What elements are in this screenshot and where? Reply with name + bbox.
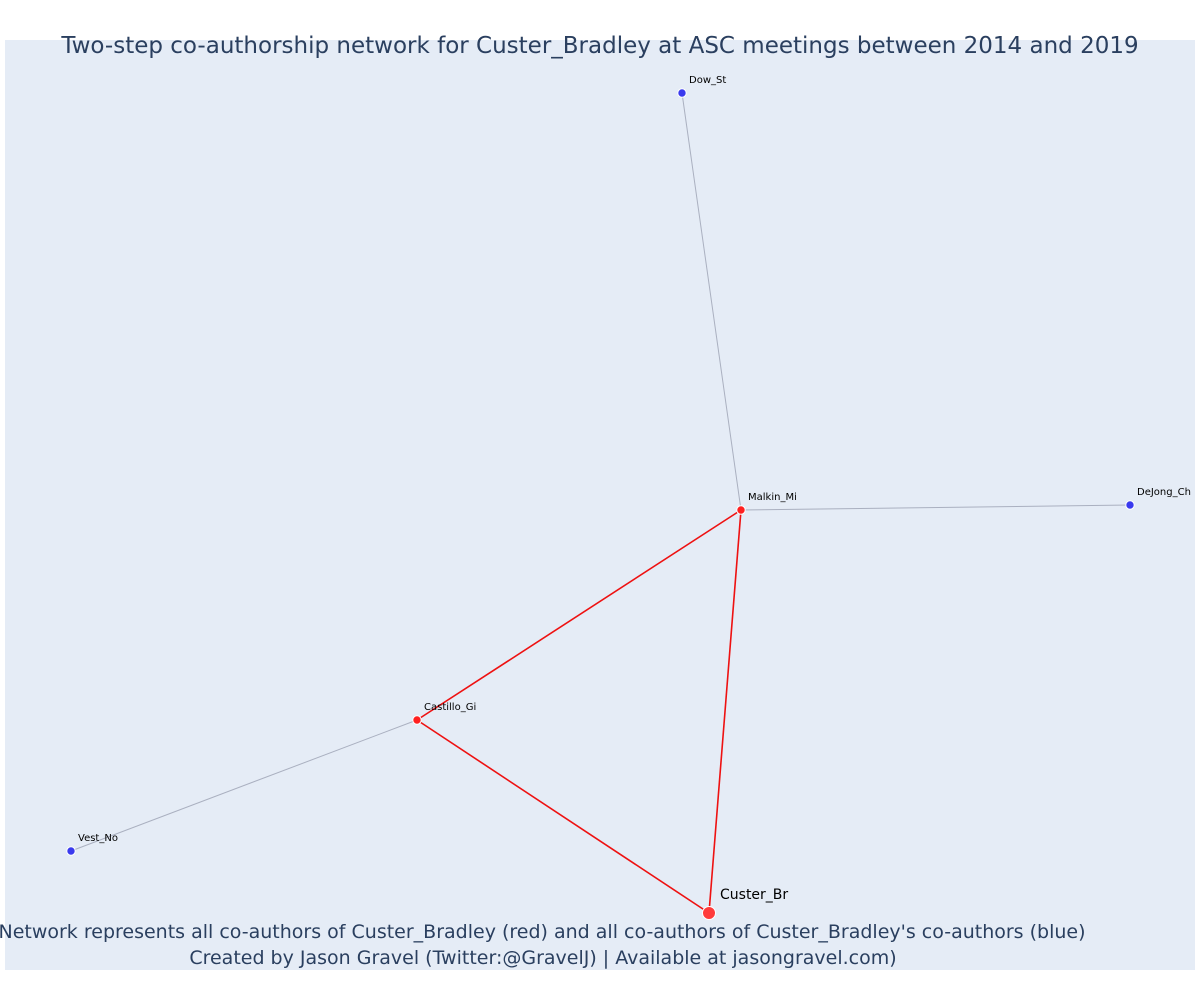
edge-castillo-vest	[70, 719, 418, 852]
node-label-castillo: Castillo_Gi	[424, 702, 476, 713]
edges-layer	[70, 92, 1131, 914]
edge-castillo-custer	[416, 719, 710, 914]
node-label-malkin: Malkin_Mi	[748, 492, 797, 503]
node-custer[interactable]	[702, 906, 716, 920]
node-label-vest: Vest_No	[78, 833, 118, 844]
plot-background	[5, 40, 1195, 970]
node-malkin[interactable]	[736, 505, 746, 515]
nodes-layer	[66, 88, 1135, 920]
node-label-dow: Dow_St	[689, 75, 726, 86]
node-castillo[interactable]	[412, 715, 422, 725]
node-vest[interactable]	[66, 846, 76, 856]
edge-malkin-dejong	[740, 504, 1131, 511]
footer-line-1: Network represents all co-authors of Cus…	[0, 921, 1086, 943]
node-label-custer: Custer_Br	[720, 887, 788, 903]
node-label-dejong: DeJong_Ch	[1137, 487, 1191, 498]
labels-layer: Custer_Br Malkin_Mi Castillo_Gi Dow_St DeJon…	[78, 75, 1191, 903]
node-dejong[interactable]	[1125, 500, 1135, 510]
node-dow[interactable]	[677, 88, 687, 98]
footer-line-2: Created by Jason Gravel (Twitter:@Gravel…	[189, 947, 896, 969]
edge-castillo-malkin	[416, 509, 742, 721]
edge-malkin-custer	[708, 509, 742, 914]
chart-title: Two-step co-authorship network for Custe…	[60, 33, 1138, 59]
edge-malkin-dow	[681, 92, 742, 511]
